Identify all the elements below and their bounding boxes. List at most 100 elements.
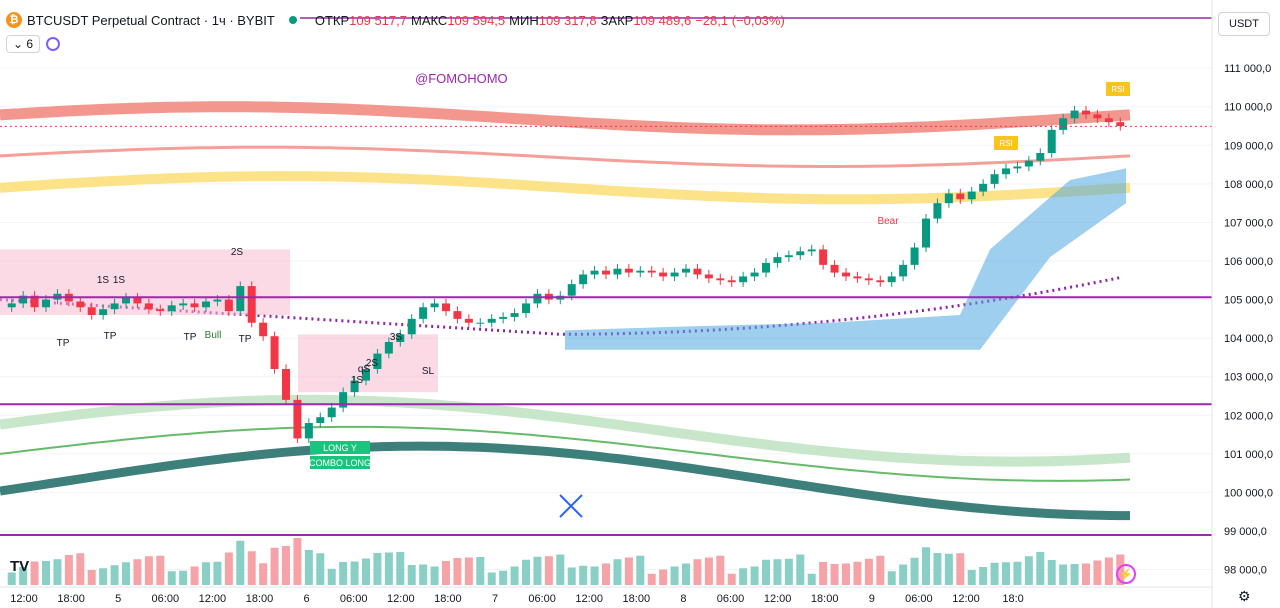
candle-body	[602, 270, 610, 275]
candle-body	[1002, 168, 1010, 175]
candle-body	[316, 417, 325, 423]
price-tick-label: 106 000,0	[1224, 256, 1273, 268]
candle-body	[773, 257, 782, 263]
signal-label: SL	[422, 366, 435, 377]
signal-label: 1S	[351, 375, 364, 386]
bitcoin-icon: ₿	[6, 12, 22, 28]
indicators-toggle-button[interactable]: ⌄ 6	[6, 35, 41, 53]
bolt-icon[interactable]: ⚡	[1116, 564, 1136, 584]
time-tick-label: 06:00	[905, 593, 933, 605]
volume-bar	[282, 546, 290, 585]
volume-bar	[693, 559, 702, 585]
signal-label: 2S	[231, 247, 244, 258]
candle-body	[224, 299, 233, 312]
volume-bar	[110, 565, 119, 585]
candle-body	[922, 218, 930, 248]
volume-bar	[99, 568, 108, 585]
rsi-badge	[994, 136, 1018, 150]
volume-bar	[19, 567, 28, 585]
chart-header: ₿ BTCUSDT Perpetual Contract · 1ч · BYBI…	[6, 12, 785, 28]
volume-bar	[213, 561, 222, 585]
gear-icon[interactable]: ⚙	[1238, 588, 1251, 604]
volume-bar	[259, 563, 268, 585]
candle-body	[1082, 110, 1090, 115]
volume-bar	[922, 547, 930, 585]
candle-body	[442, 303, 450, 312]
candle-body	[144, 303, 153, 310]
candle-body	[430, 303, 439, 308]
volume-bar	[602, 563, 610, 585]
currency-button[interactable]: USDT	[1218, 12, 1270, 36]
signal-label: TP	[184, 332, 197, 343]
candle-body	[716, 278, 725, 281]
volume-bar	[933, 553, 942, 585]
volume-bar	[784, 558, 793, 585]
volume-bar	[1104, 557, 1113, 585]
candle-body	[487, 318, 496, 323]
volume-bar	[362, 558, 370, 585]
candle-body	[784, 255, 793, 258]
candle-body	[407, 318, 416, 335]
volume-bar	[42, 561, 50, 585]
volume-bar	[967, 570, 976, 585]
candle-body	[1036, 153, 1045, 161]
time-tick-label: 12:00	[10, 593, 38, 605]
price-axis[interactable]: 111 000,0 110 000,0 109 000,0 108 000,0 107 …	[1211, 0, 1280, 608]
candle-body	[944, 193, 953, 204]
volume-bar	[682, 563, 690, 585]
long-signal-badge	[310, 456, 370, 469]
volume-bar	[624, 557, 633, 585]
candle-body	[282, 369, 290, 400]
volume-bar	[1024, 556, 1033, 585]
volume-bar	[133, 559, 142, 585]
candle-body	[967, 191, 976, 200]
tradingview-logo-icon[interactable]: TV	[10, 558, 30, 575]
candle-body	[533, 293, 542, 304]
volume-bar	[979, 567, 988, 585]
candle-body	[476, 322, 485, 324]
candle-body	[362, 369, 370, 381]
volume-bar	[270, 547, 279, 585]
volume-bar	[122, 562, 130, 585]
volume-bar	[7, 572, 16, 585]
volume-bar	[373, 553, 382, 585]
symbol-title[interactable]: BTCUSDT Perpetual Contract · 1ч · BYBIT	[27, 12, 275, 28]
volume-bar	[1093, 560, 1102, 585]
volume-bar	[167, 571, 176, 585]
candle-body	[647, 270, 656, 273]
volume-bar	[1070, 564, 1079, 585]
candle-body	[693, 268, 702, 275]
volume-bar	[430, 566, 439, 585]
price-tick-label: 98 000,0	[1224, 565, 1267, 577]
candle-body	[7, 303, 16, 308]
candle-body	[762, 262, 770, 273]
price-axis-background	[1212, 0, 1280, 608]
close-value: 109 489,6	[633, 12, 692, 28]
candle-body	[76, 301, 85, 308]
chart-grid	[0, 67, 1212, 571]
watermark-text: @FOMOHOMO	[415, 71, 508, 86]
refresh-icon[interactable]	[46, 37, 61, 51]
price-tick-label: 99 000,0	[1224, 526, 1267, 538]
signal-label: Bear	[877, 216, 899, 227]
candle-body	[373, 353, 382, 369]
candle-body	[933, 203, 942, 219]
candle-body	[464, 318, 473, 323]
volume-bar	[464, 557, 473, 585]
candle-body	[567, 284, 576, 296]
price-tick-label: 110 000,0	[1224, 102, 1272, 114]
candle-body	[682, 268, 690, 273]
time-tick-label: 18:0	[1002, 593, 1023, 605]
time-tick-label: 12:00	[199, 593, 227, 605]
low-label: МИН	[509, 12, 539, 28]
volume-bar	[636, 555, 645, 585]
candle-body	[510, 313, 519, 317]
volume-bar	[407, 565, 416, 585]
volume-bar	[556, 554, 565, 585]
signal-label: 2S	[366, 358, 379, 369]
candle-body	[659, 272, 668, 277]
time-axis[interactable]: 12:00 18:00 5 06:00 12:00 18:00 6 06:00 12:00 18:…	[0, 586, 1212, 605]
volume-bar	[1036, 552, 1045, 585]
